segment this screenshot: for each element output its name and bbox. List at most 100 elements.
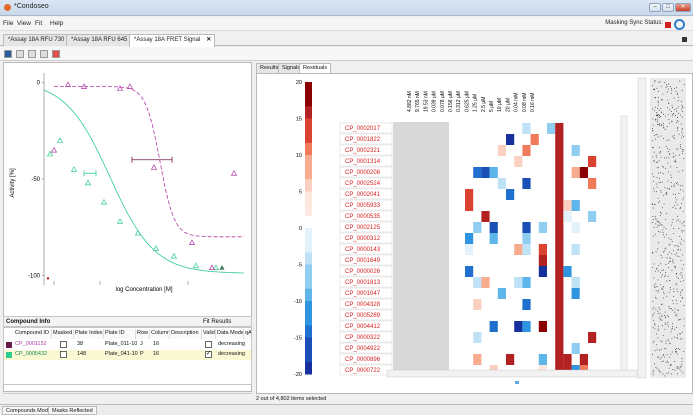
overview-dot xyxy=(661,319,663,321)
bottom-tab-bar: Compounds Mode Masks Reflected xyxy=(0,404,693,415)
menu-file[interactable]: File xyxy=(3,20,14,27)
overview-dot xyxy=(661,99,663,100)
tab-list-icon[interactable] xyxy=(682,37,687,42)
col-plate-id[interactable]: Plate ID xyxy=(104,329,136,339)
col-row[interactable]: Row xyxy=(136,329,150,339)
tab-compounds-mode[interactable]: Compounds Mode xyxy=(2,406,55,415)
overview-dot xyxy=(652,128,653,129)
col-masked[interactable]: Masked xyxy=(52,329,74,339)
overview-dot xyxy=(662,127,664,129)
menu-help[interactable]: Help xyxy=(50,20,64,27)
minimize-button[interactable]: – xyxy=(649,3,661,12)
col-column[interactable]: Column xyxy=(150,329,170,339)
overview-dot xyxy=(673,135,675,137)
overview-dot xyxy=(676,166,678,168)
col-plate-index[interactable]: Plate Index xyxy=(74,329,104,339)
overview-dot xyxy=(661,181,663,183)
residuals-heatmap[interactable]: 20 15 10 5 0 -5 -10 -15 -20 4.882 nM 9.765 nM 19.5… xyxy=(257,74,692,384)
pdf-icon[interactable] xyxy=(52,50,60,58)
overview-dot xyxy=(665,86,667,88)
overview-dot xyxy=(657,230,659,232)
overview-dot xyxy=(666,323,668,325)
valid-checkbox[interactable]: ✓ xyxy=(205,351,212,358)
overview-dot xyxy=(669,109,670,111)
menu-bar: File View Fit Help Masking Sync Status: xyxy=(0,17,693,31)
overview-dot xyxy=(671,121,673,123)
save-icon[interactable] xyxy=(4,50,12,58)
masked-checkbox[interactable] xyxy=(60,351,67,358)
overview-dot xyxy=(666,373,668,374)
overview-dot xyxy=(681,331,683,333)
compound-label: CP_0000143 xyxy=(345,247,381,253)
overview-dot xyxy=(655,162,657,163)
heatmap-cell xyxy=(514,156,523,167)
heatmap-cell xyxy=(522,222,531,233)
tab-residuals[interactable]: Residuals xyxy=(299,63,332,74)
overview-dot xyxy=(665,247,667,249)
concentration-header: 10 µM xyxy=(497,98,503,112)
overview-dot xyxy=(675,90,677,92)
col-qac[interactable]: qAC xyxy=(244,329,251,339)
color-scale-segment xyxy=(305,361,312,375)
maximize-button[interactable]: □ xyxy=(662,3,674,12)
overview-dot xyxy=(677,373,678,375)
tab-rfu-645[interactable]: *Assay 18A RFU 645 xyxy=(66,34,133,46)
valid-checkbox[interactable] xyxy=(205,341,212,348)
overview-dot xyxy=(656,367,658,369)
menu-fit[interactable]: Fit xyxy=(35,20,43,27)
tab-rfu-730[interactable]: *Assay 18A RFU 730 xyxy=(3,34,70,46)
color-scale-segment xyxy=(305,228,312,241)
table-icon[interactable] xyxy=(28,50,36,58)
compound-label: CP_0001314 xyxy=(345,159,381,165)
overview-dot xyxy=(656,286,658,287)
col-compound-id[interactable]: Compound ID xyxy=(14,329,52,339)
overview-dot xyxy=(662,325,663,327)
heatmap-cell xyxy=(538,354,547,365)
col-data-mode[interactable]: Data Mode xyxy=(216,329,244,339)
overview-dot xyxy=(666,125,668,127)
overview-dot xyxy=(663,113,664,115)
dose-response-chart[interactable]: 0 -50 -100 Activity [%] log Concentration … xyxy=(4,63,251,303)
overview-dot xyxy=(672,262,674,264)
overview-dot xyxy=(664,356,666,358)
export-icon[interactable] xyxy=(40,50,48,58)
scale-tick-label: 20 xyxy=(296,80,302,86)
overview-dot xyxy=(668,316,669,318)
overview-dot xyxy=(657,96,659,98)
scale-tick-label: -15 xyxy=(294,336,302,342)
heatmap-hscroll xyxy=(386,369,638,378)
overview-dot xyxy=(668,325,670,327)
overview-dot xyxy=(666,360,668,362)
close-button[interactable]: ✕ xyxy=(675,3,691,12)
overview-dot xyxy=(658,114,659,115)
col-valid[interactable]: Valid xyxy=(202,329,216,339)
heatmap-cell xyxy=(555,222,564,233)
tab-close-icon[interactable]: ✕ xyxy=(206,37,212,43)
table-row[interactable]: CP_0005432 148 Plate_041-10 P 16 ✓ decre… xyxy=(4,350,251,360)
overview-dot xyxy=(676,337,678,339)
tab-fret-signal[interactable]: *Assay 18A FRET Signal ✕ xyxy=(129,34,216,47)
overview-dot xyxy=(682,149,684,151)
masked-checkbox[interactable] xyxy=(60,341,67,348)
overview-dot xyxy=(682,106,684,108)
y-axis-label: Activity [%] xyxy=(10,168,16,198)
overview-dot xyxy=(674,329,675,330)
overview-dot xyxy=(676,120,678,122)
menu-view[interactable]: View xyxy=(17,20,31,27)
overview-dot xyxy=(669,188,671,190)
col-description[interactable]: Description xyxy=(170,329,202,339)
overview-dot xyxy=(664,248,666,250)
overview-dot xyxy=(667,148,668,150)
horizontal-scrollbar[interactable] xyxy=(3,393,252,401)
overview-dot xyxy=(652,314,654,316)
compound-row-header xyxy=(339,298,393,310)
overview-strip xyxy=(650,78,686,378)
table-row[interactable]: CP_0001152 38 Plate_011-10 J 16 decreasi… xyxy=(4,340,251,350)
tab-masks-reflected[interactable]: Masks Reflected xyxy=(48,406,97,415)
copy-icon[interactable] xyxy=(16,50,24,58)
overview-dot xyxy=(669,261,671,262)
compound-row-header xyxy=(339,276,393,288)
compound-label: CP_0000535 xyxy=(345,214,381,220)
overview-dot xyxy=(667,315,669,317)
overview-dot xyxy=(681,361,683,362)
